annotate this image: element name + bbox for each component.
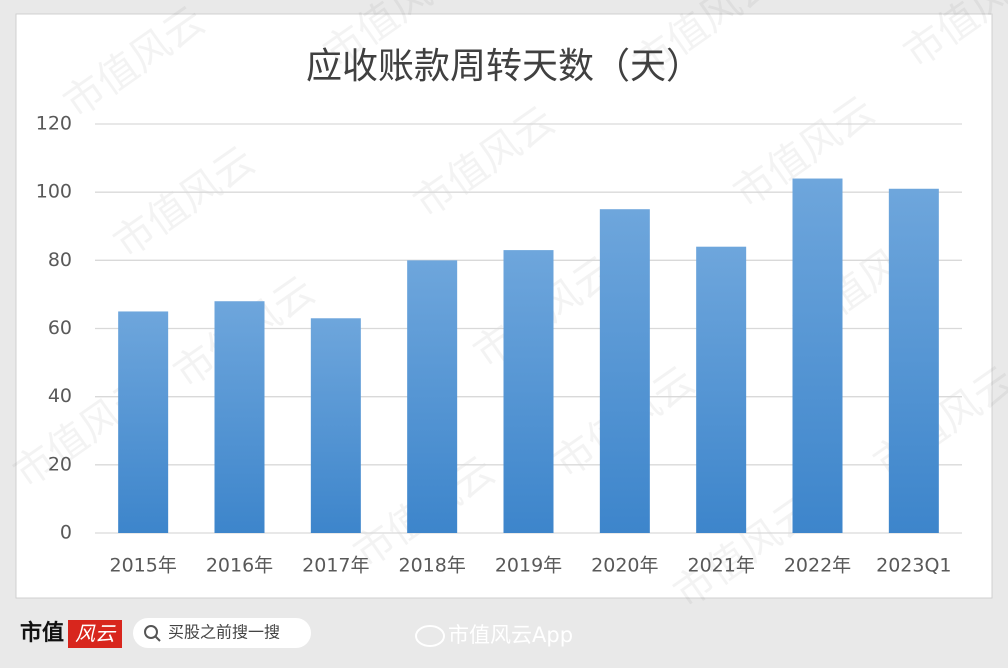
logo-main: 市值 bbox=[20, 620, 64, 646]
source-text: 市值风云App bbox=[448, 623, 573, 647]
logo-accent: 风云 bbox=[75, 622, 117, 646]
y-tick-label: 20 bbox=[48, 453, 72, 475]
bar bbox=[407, 260, 458, 533]
y-tick-label: 100 bbox=[36, 181, 72, 203]
bar bbox=[310, 318, 361, 533]
y-tick-label: 120 bbox=[36, 113, 72, 135]
bar bbox=[214, 301, 265, 533]
y-tick-label: 80 bbox=[48, 249, 72, 271]
x-tick-label: 2022年 bbox=[784, 555, 851, 577]
search-box[interactable] bbox=[133, 618, 311, 648]
x-tick-label: 2015年 bbox=[109, 555, 176, 577]
footer: 市值 风云 买股之前搜一搜 市值风云App bbox=[20, 618, 573, 648]
bar bbox=[118, 311, 169, 533]
search-icon-handle bbox=[154, 635, 161, 642]
bar bbox=[503, 250, 554, 533]
plot: 0 20 40 60 80 100 120 2015年 2016年 2017年 2018年 2019年… bbox=[36, 113, 962, 577]
search-text[interactable]: 买股之前搜一搜 bbox=[168, 623, 280, 642]
logo-badge bbox=[68, 620, 122, 648]
bar bbox=[599, 209, 650, 534]
x-tick-label: 2018年 bbox=[398, 555, 465, 577]
y-tick-label: 60 bbox=[48, 317, 72, 339]
search-icon bbox=[144, 625, 158, 639]
bar bbox=[792, 178, 843, 534]
x-tick-label: 2019年 bbox=[495, 555, 562, 577]
bar bbox=[888, 188, 939, 533]
x-tick-label: 2021年 bbox=[687, 555, 754, 577]
x-tick-label: 2017年 bbox=[302, 555, 369, 577]
x-tick-label: 2023Q1 bbox=[876, 555, 951, 577]
x-tick-label: 2016年 bbox=[206, 555, 273, 577]
chart-title: 应收账款周转天数（天） bbox=[306, 46, 702, 87]
x-tick-label: 2020年 bbox=[591, 555, 658, 577]
bar bbox=[696, 246, 747, 533]
weibo-icon bbox=[415, 625, 445, 647]
y-tick-label: 0 bbox=[60, 522, 72, 544]
y-tick-label: 40 bbox=[48, 385, 72, 407]
